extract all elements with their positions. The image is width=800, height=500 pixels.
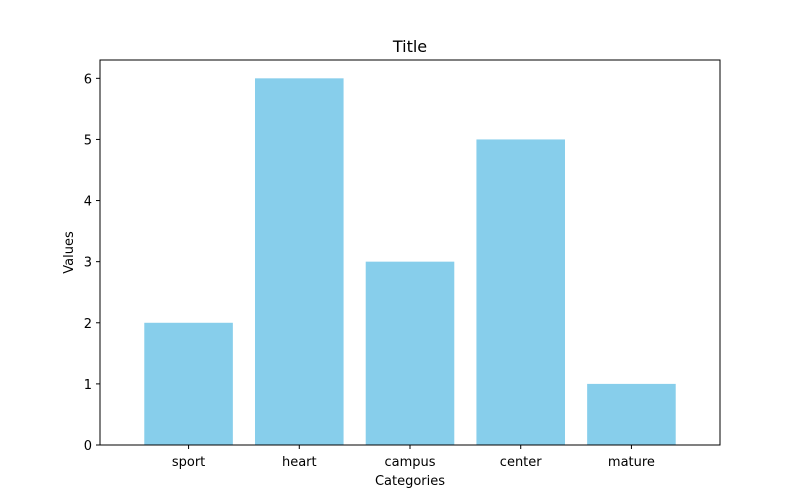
chart-title: Title: [392, 37, 427, 56]
x-tick-label: mature: [608, 455, 655, 470]
bar-center: [476, 139, 565, 445]
x-axis-label: Categories: [375, 474, 445, 489]
bars-group: [144, 78, 676, 445]
x-axis-ticks: sport heart campus center mature: [172, 445, 655, 470]
x-tick-label: sport: [172, 455, 205, 470]
bar-sport: [144, 322, 233, 445]
x-tick-label: heart: [282, 455, 317, 470]
y-tick-label: 0: [84, 439, 92, 454]
y-axis-label: Values: [62, 231, 77, 274]
x-tick-label: center: [500, 455, 542, 470]
y-tick-label: 2: [84, 317, 92, 332]
y-tick-label: 3: [84, 256, 92, 271]
y-tick-label: 5: [84, 133, 92, 148]
y-tick-label: 1: [84, 378, 92, 393]
y-tick-label: 6: [84, 72, 92, 87]
x-tick-label: campus: [384, 455, 435, 470]
y-axis-ticks: 0 1 2 3 4 5 6: [84, 72, 100, 454]
plot-area-frame: [99, 59, 721, 446]
bar-mature: [587, 383, 676, 445]
bar-campus: [365, 261, 455, 445]
bar-heart: [255, 78, 344, 445]
y-tick-label: 4: [84, 195, 92, 210]
